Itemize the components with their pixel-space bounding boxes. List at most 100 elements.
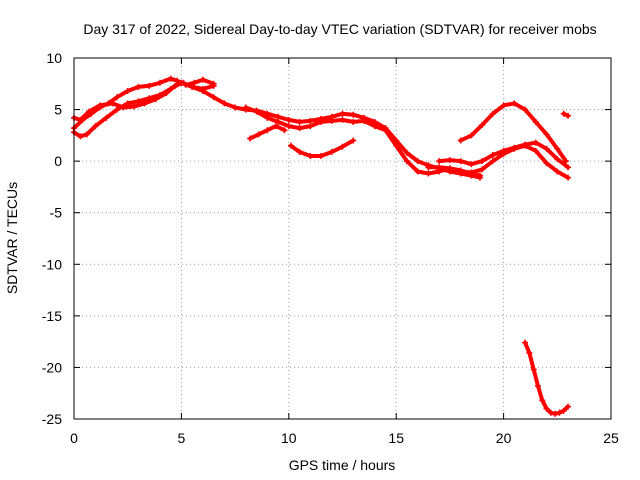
data-point [446,157,453,164]
data-point [360,117,367,124]
data-point [167,75,174,82]
data-point [247,135,254,142]
y-tick-label: 10 [46,50,62,66]
data-point [328,148,335,155]
data-point [103,114,110,121]
x-tick-label: 20 [496,430,512,446]
x-tick-label: 0 [70,430,78,446]
data-point [210,94,217,101]
data-point [511,100,518,107]
y-tick-label: -10 [42,256,62,272]
axis-ticks: 0 5 10 15 20 25 10 5 0 -5 -10 -15 -20 -25 [42,50,619,446]
data-point [565,164,572,171]
data-point [543,131,550,138]
data-point [264,114,271,121]
data-point [339,143,346,150]
data-point [522,142,529,149]
data-point [180,79,187,86]
data-point [554,156,561,163]
data-point [135,83,142,90]
data-point [543,160,550,167]
data-point [403,149,410,156]
data-point [560,407,567,414]
data-point [468,161,475,168]
data-point [156,79,163,86]
y-tick-label: 5 [54,102,62,118]
data-point [554,168,561,175]
data-point [296,125,303,132]
data-point [539,397,546,404]
data-point [264,127,271,134]
data-point [560,110,567,117]
data-point [191,79,198,86]
data-point [547,409,554,416]
data-point [281,127,288,134]
chart-title: Day 317 of 2022, Sidereal Day-to-day VTE… [83,21,596,37]
data-point [532,139,539,146]
data-point [242,104,249,111]
data-point [414,158,421,165]
x-tick-label: 15 [388,430,404,446]
x-axis-label: GPS time / hours [289,457,396,473]
data-point [255,131,262,138]
data-point [272,123,279,130]
data-point [522,106,529,113]
data-point [92,123,99,130]
data-point [113,94,120,101]
series-track-12 [522,339,572,417]
data-point [210,82,217,89]
data-point [171,82,178,89]
data-point [543,145,550,152]
data-point [199,88,206,95]
data-point [565,403,572,410]
data-point [522,339,529,346]
y-axis-label: SDTVAR / TECUs [4,182,20,294]
data-point [489,151,496,158]
data-point [96,102,103,109]
data-point [468,132,475,139]
data-point [109,100,116,107]
data-point [526,349,533,356]
data-point [554,145,561,152]
data-point [479,122,486,129]
series-track-6 [247,123,288,142]
data-point [174,77,181,84]
y-tick-label: -25 [42,411,62,427]
data-point [552,410,559,417]
series-track-9 [425,142,572,181]
data-point [307,152,314,159]
data-point [307,123,314,130]
data-point [532,118,539,125]
data-point [350,137,357,144]
data-point [403,158,410,165]
data-point [479,166,486,173]
series-line [72,76,216,131]
data-point [457,168,464,175]
data-point [500,150,507,157]
data-point [86,108,93,115]
data-point [565,174,572,181]
data-point [318,152,325,159]
data-point [296,118,303,125]
y-tick-label: 0 [54,153,62,169]
data-point [511,145,518,152]
data-point [83,131,90,138]
data-point [131,103,138,110]
data-point [489,158,496,165]
x-tick-label: 10 [281,430,297,446]
data-point [296,148,303,155]
data-point [285,116,292,123]
series-track-7 [287,137,357,159]
data-point [275,118,282,125]
data-point [146,82,153,89]
data-point [77,116,84,123]
data-point [532,147,539,154]
data-point [307,117,314,124]
data-point [436,164,443,171]
data-point [382,127,389,134]
data-point [530,366,537,373]
series-track-3 [71,79,187,123]
data-point [350,118,357,125]
data-point [221,100,228,107]
